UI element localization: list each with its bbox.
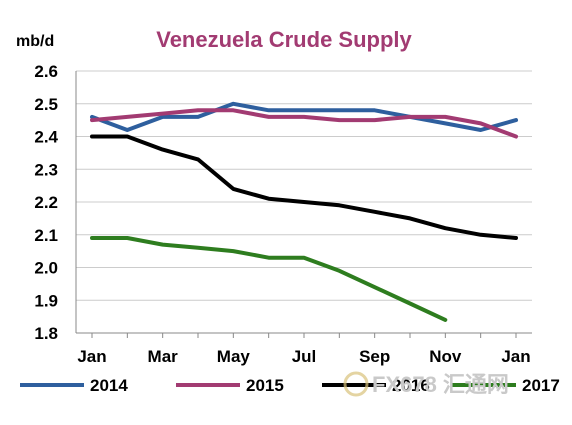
legend-label-2016: 2016 xyxy=(392,376,430,395)
chart-title: Venezuela Crude Supply xyxy=(156,27,412,52)
y-tick-label: 2.3 xyxy=(34,160,58,179)
watermark-text: FX678 汇通网 xyxy=(372,372,509,397)
y-axis-ticks: 2.6 2.5 2.4 2.3 2.2 2.1 2.0 1.9 1.8 xyxy=(34,62,58,343)
y-tick-label: 2.2 xyxy=(34,193,58,212)
x-tick-label: Jan xyxy=(501,347,530,366)
y-tick-label: 2.5 xyxy=(34,95,58,114)
legend-label-2017: 2017 xyxy=(522,376,560,395)
y-tick-label: 2.0 xyxy=(34,259,58,278)
x-tick-label: May xyxy=(217,347,251,366)
series-line-2016 xyxy=(90,134,518,240)
y-tick-label: 2.4 xyxy=(34,128,58,147)
y-tick-label: 1.9 xyxy=(34,291,58,310)
legend-label-2015: 2015 xyxy=(246,376,284,395)
legend: 2014 2015 2016 2017 xyxy=(20,376,560,395)
y-axis-unit-label: mb/d xyxy=(16,33,54,50)
x-tick-label: Jan xyxy=(77,347,106,366)
x-tick-label: Mar xyxy=(148,347,179,366)
axes xyxy=(75,71,532,338)
series-line-2015 xyxy=(90,108,518,139)
x-tick-label: Nov xyxy=(429,347,462,366)
x-tick-label: Jul xyxy=(292,347,317,366)
legend-label-2014: 2014 xyxy=(90,376,128,395)
watermark: FX678 汇通网 xyxy=(343,371,509,397)
y-tick-label: 2.6 xyxy=(34,62,58,81)
x-axis-ticks: Jan Mar May Jul Sep Nov Jan xyxy=(77,347,530,366)
series-line-2017 xyxy=(90,236,448,322)
y-tick-label: 1.8 xyxy=(34,324,58,343)
series-line-2014 xyxy=(90,101,518,132)
y-tick-label: 2.1 xyxy=(34,226,58,245)
watermark-logo-icon xyxy=(343,371,369,397)
x-tick-label: Sep xyxy=(359,347,390,366)
series-lines xyxy=(90,101,518,322)
grid-lines xyxy=(76,70,532,301)
